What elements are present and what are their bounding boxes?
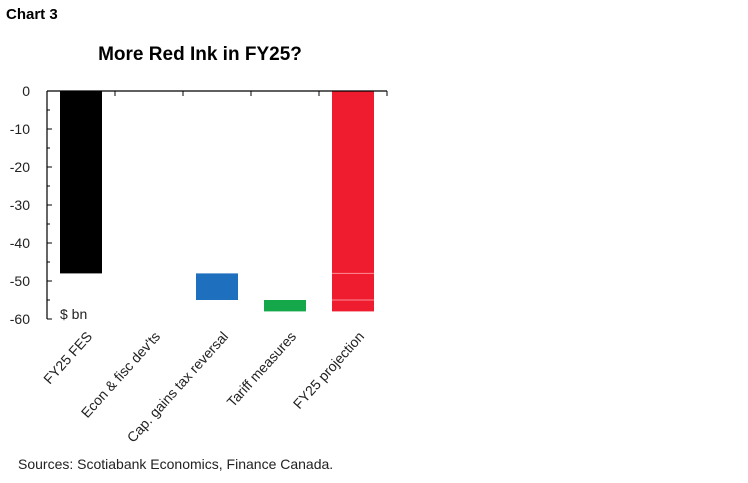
y-tick-label: -20 — [10, 159, 30, 175]
x-category-label: FY25 FES — [40, 328, 95, 387]
chart-title: More Red Ink in FY25? — [98, 44, 302, 65]
bars-layer — [60, 91, 374, 312]
bar-cap-gains-tax-reversal — [196, 273, 238, 300]
unit-label: $ bn — [60, 306, 87, 322]
y-tick-label: 0 — [22, 83, 30, 99]
x-category-label: Tariff measures — [223, 328, 299, 410]
y-tick-label: -10 — [10, 121, 30, 137]
bar-fy25-projection — [332, 91, 374, 312]
y-tick-label: -40 — [10, 235, 30, 251]
chart-number-label: Chart 3 — [6, 6, 58, 23]
y-tick-label: -60 — [10, 311, 30, 327]
y-tick-label: -50 — [10, 273, 30, 289]
bar-tariff-measures — [264, 300, 306, 312]
y-tick-label: -30 — [10, 197, 30, 213]
source-note: Sources: Scotiabank Economics, Finance C… — [18, 456, 334, 472]
x-category-label: FY25 projection — [290, 328, 368, 412]
bar-fy25-fes — [60, 91, 102, 274]
